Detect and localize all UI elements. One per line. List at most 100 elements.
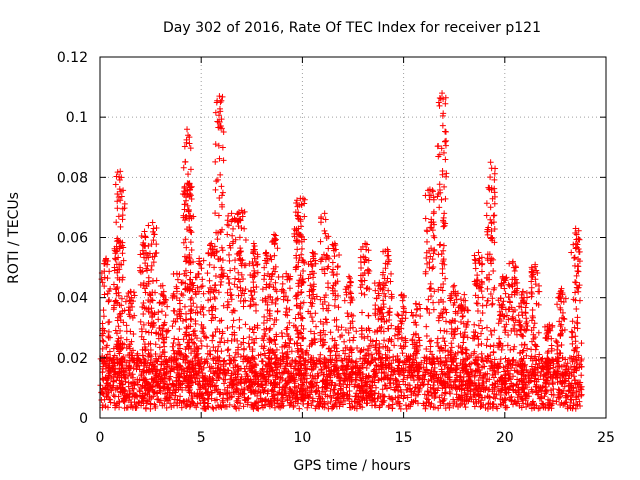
data-point [461,329,468,336]
data-point [466,379,473,386]
data-point [451,331,458,338]
data-point [186,360,193,367]
data-point [516,318,523,325]
data-point [209,404,216,411]
data-point [442,138,449,145]
data-point [490,394,497,401]
data-point [240,303,247,310]
data-point [509,313,516,320]
data-point [210,355,217,362]
data-point [354,393,361,400]
data-point [168,404,175,411]
data-point [162,390,169,397]
data-point [234,363,241,370]
data-point [473,385,480,392]
data-point [371,390,378,397]
data-point [140,369,147,376]
data-point [436,102,443,109]
data-point [208,311,215,318]
data-point [390,357,397,364]
data-point [267,325,274,332]
data-point [442,354,449,361]
data-point [230,317,237,324]
data-point [208,379,215,386]
data-point [228,394,235,401]
data-point [514,376,521,383]
data-point [225,346,232,353]
data-point [385,402,392,409]
data-point [241,225,248,232]
data-point [487,403,494,410]
data-point [308,303,315,310]
data-point [271,231,278,238]
data-point [478,268,485,275]
data-point [247,302,254,309]
data-point [303,375,310,382]
data-point [424,381,431,388]
data-point [226,360,233,367]
data-point [357,374,364,381]
data-point [376,404,383,411]
data-point [245,394,252,401]
data-point [443,309,450,316]
data-point [199,283,206,290]
data-point [248,401,255,408]
data-point [504,342,511,349]
data-point [506,371,513,378]
data-point [389,405,396,412]
data-point [167,373,174,380]
data-point [271,404,278,411]
data-point [142,358,149,365]
data-point [549,397,556,404]
data-point [578,372,585,379]
data-point [430,299,437,306]
data-point [327,329,334,336]
data-point [565,382,572,389]
data-point [106,268,113,275]
data-point [178,370,185,377]
data-point [226,257,233,264]
data-point [133,366,140,373]
data-point [304,400,311,407]
data-point [369,338,376,345]
data-point [224,347,231,354]
data-point [164,363,171,370]
data-point [169,323,176,330]
data-point [251,364,258,371]
data-point [185,374,192,381]
data-point [152,341,159,348]
data-point [187,145,194,152]
data-point [358,264,365,271]
data-point [514,369,521,376]
data-point [348,357,355,364]
data-point [144,379,151,386]
data-point [382,382,389,389]
data-point [176,300,183,307]
data-point [484,231,491,238]
data-point [375,377,382,384]
data-point [142,234,149,241]
data-point [333,348,340,355]
data-point [312,405,319,412]
data-point [101,283,108,290]
data-point [241,397,248,404]
data-point [459,345,466,352]
data-point [388,270,395,277]
data-point [336,399,343,406]
data-point [493,403,500,410]
data-point [117,197,124,204]
data-point [422,192,429,199]
data-point [130,331,137,338]
data-point [274,390,281,397]
data-point [500,399,507,406]
data-point [201,405,208,412]
data-point [474,272,481,279]
data-point [477,369,484,376]
data-point [212,109,219,116]
data-point [274,397,281,404]
data-point [230,381,237,388]
data-point [413,306,420,313]
data-point [471,372,478,379]
data-point [162,312,169,319]
data-point [371,280,378,287]
